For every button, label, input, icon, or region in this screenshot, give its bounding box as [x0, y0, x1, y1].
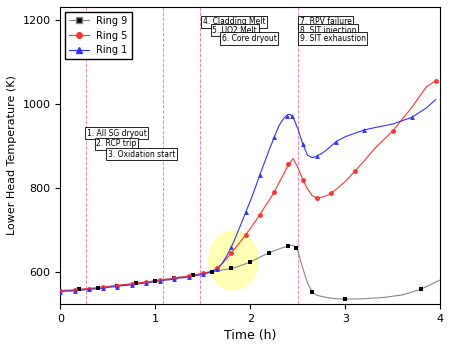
X-axis label: Time (h): Time (h): [224, 329, 276, 342]
Text: 1. All SG dryout: 1. All SG dryout: [87, 129, 147, 138]
Text: 5. UO2 Melt: 5. UO2 Melt: [212, 25, 257, 35]
Text: 6. Core dryout: 6. Core dryout: [222, 34, 277, 43]
Text: 2. RCP trip: 2. RCP trip: [97, 139, 137, 148]
Text: 7. RPV failure: 7. RPV failure: [300, 17, 352, 26]
Text: 4. Cladding Melt: 4. Cladding Melt: [203, 17, 266, 26]
Text: 9. SIT exhaustion: 9. SIT exhaustion: [300, 34, 366, 43]
Text: 8. SIT injection: 8. SIT injection: [300, 25, 356, 35]
Y-axis label: Lower Head Temperature (K): Lower Head Temperature (K): [7, 75, 17, 235]
Legend: Ring 9, Ring 5, Ring 1: Ring 9, Ring 5, Ring 1: [65, 12, 132, 59]
Ellipse shape: [209, 231, 258, 290]
Text: 3. Oxidation start: 3. Oxidation start: [108, 150, 175, 159]
